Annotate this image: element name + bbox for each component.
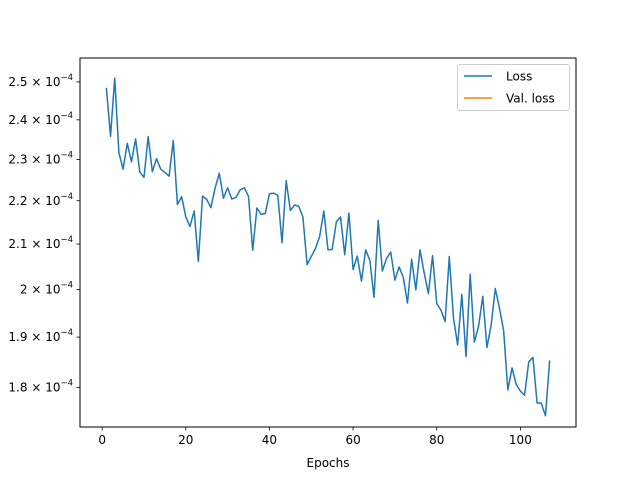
x-axis: 0 20 40 60 80 100 bbox=[98, 427, 532, 447]
y-tick-label: 2.2 × 10−4 bbox=[8, 192, 73, 208]
x-tick-label: 20 bbox=[178, 433, 193, 447]
y-axis: 1.8 × 10−4 1.9 × 10−4 2 × 10−4 2.1 × 10−4 2.… bbox=[8, 73, 80, 394]
x-tick-label: 0 bbox=[98, 433, 106, 447]
legend-label-loss: Loss bbox=[506, 70, 532, 84]
y-tick-label: 1.9 × 10−4 bbox=[8, 328, 73, 344]
y-tick-label: 2.3 × 10−4 bbox=[8, 150, 73, 166]
legend: Loss Val. loss bbox=[457, 64, 570, 111]
x-tick-label: 100 bbox=[509, 433, 532, 447]
y-tick-label: 2.1 × 10−4 bbox=[8, 235, 73, 251]
series-line-loss bbox=[105, 77, 551, 417]
y-tick-label: 2.5 × 10−4 bbox=[8, 73, 73, 89]
x-tick-label: 80 bbox=[429, 433, 444, 447]
x-tick-label: 40 bbox=[262, 433, 277, 447]
x-tick-label: 60 bbox=[345, 433, 360, 447]
plot-area bbox=[105, 77, 551, 417]
x-axis-label: Epochs bbox=[307, 456, 350, 470]
y-tick-label: 1.8 × 10−4 bbox=[8, 378, 73, 394]
y-tick-label: 2 × 10−4 bbox=[20, 280, 73, 296]
axes-frame bbox=[79, 57, 577, 428]
legend-label-val-loss: Val. loss bbox=[506, 92, 555, 106]
y-tick-label: 2.4 × 10−4 bbox=[8, 111, 73, 127]
